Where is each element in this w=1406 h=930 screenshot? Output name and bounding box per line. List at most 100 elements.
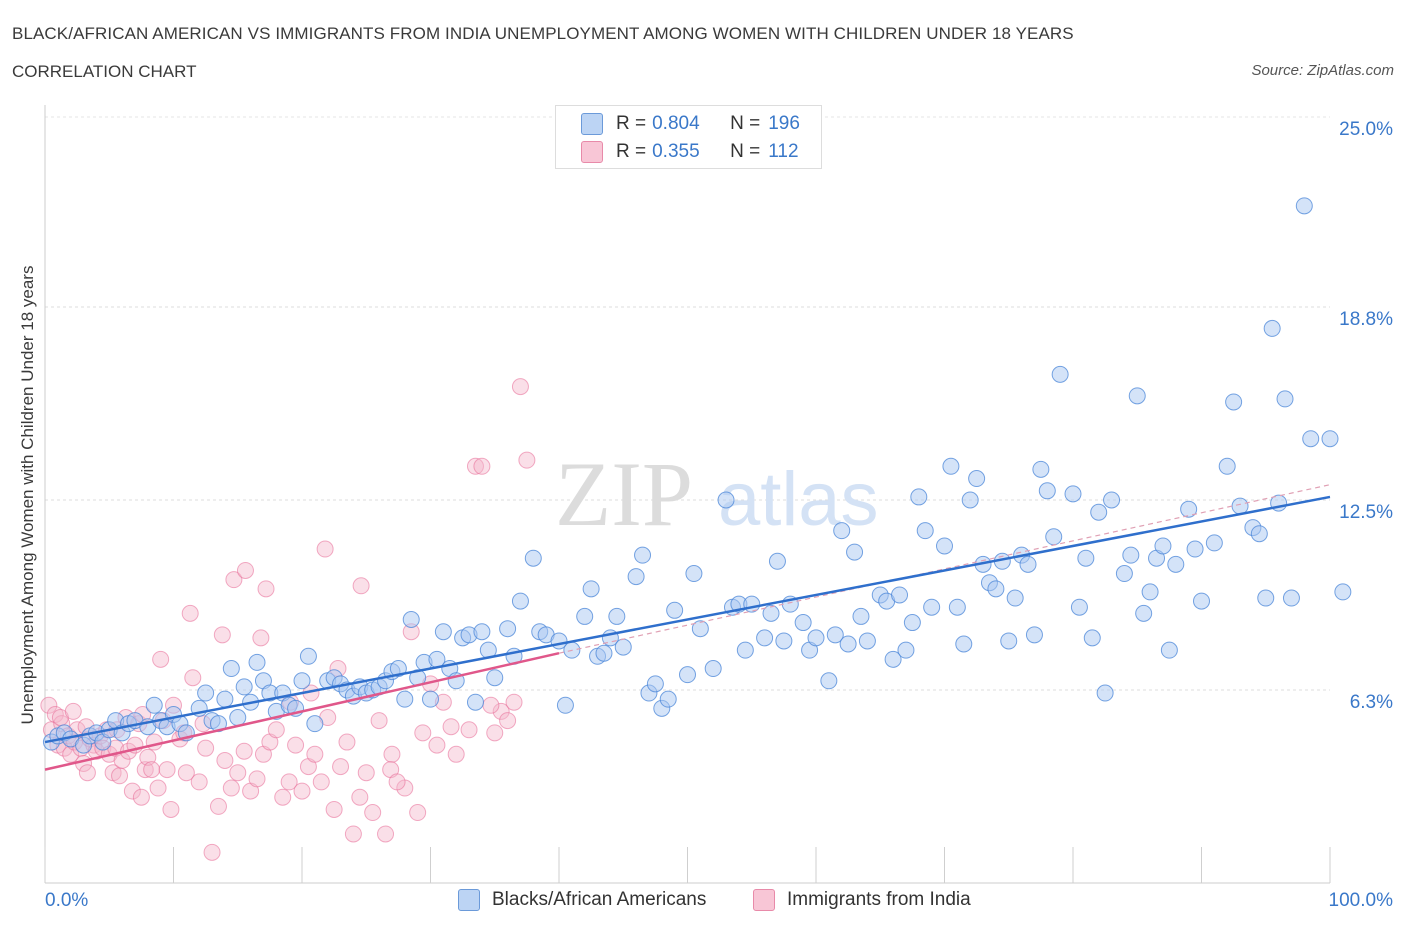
- blue-point: [717, 491, 735, 509]
- blue-point: [216, 690, 234, 708]
- pink-point: [213, 626, 231, 644]
- blue-point: [968, 470, 986, 488]
- blue-point: [1263, 319, 1281, 337]
- blue-point: [1006, 589, 1024, 607]
- blue-point: [1295, 197, 1313, 215]
- blue-point: [466, 693, 484, 711]
- blue-point: [826, 626, 844, 644]
- pink-point: [486, 724, 504, 742]
- blue-point: [1321, 430, 1339, 448]
- pink-point: [505, 693, 523, 711]
- blue-point: [1115, 565, 1133, 583]
- pink-point: [447, 745, 465, 763]
- blue-point: [1032, 460, 1050, 478]
- blue-point: [582, 580, 600, 598]
- pink-point: [409, 804, 427, 822]
- pink-point: [123, 782, 141, 800]
- blue-point: [987, 580, 1005, 598]
- blue-point: [756, 629, 774, 647]
- pink-point: [145, 733, 163, 751]
- blue-point: [235, 678, 253, 696]
- blue-point: [775, 632, 793, 650]
- y-axis-label: Unemployment Among Women with Children U…: [18, 265, 37, 725]
- pink-point: [332, 758, 350, 776]
- blue-point: [1302, 430, 1320, 448]
- blue-point: [691, 620, 709, 638]
- pink-point: [280, 773, 298, 791]
- blue-point: [839, 635, 857, 653]
- blue-point: [422, 690, 439, 708]
- pink-point: [414, 724, 432, 742]
- legend-r-value: 0.804: [652, 113, 700, 134]
- blue-point: [614, 638, 632, 656]
- chart-title: BLACK/AFRICAN AMERICAN VS IMMIGRANTS FRO…: [12, 24, 1074, 43]
- source-label: Source: ZipAtlas.com: [1251, 62, 1394, 79]
- blue-point: [293, 672, 311, 690]
- blue-point: [248, 653, 266, 671]
- pink-point: [511, 378, 529, 396]
- blue-point: [627, 568, 645, 586]
- blue-point: [1019, 555, 1037, 573]
- pink-point: [325, 800, 343, 818]
- blue-point: [1128, 387, 1146, 405]
- blue-point: [306, 715, 324, 733]
- pink-point: [352, 577, 370, 595]
- blue-point: [1160, 641, 1178, 659]
- blue-point: [556, 696, 574, 714]
- blue-point: [402, 610, 420, 628]
- pink-point: [40, 696, 58, 714]
- pink-point: [351, 788, 369, 806]
- pink-point: [190, 773, 208, 791]
- legend-label-india: Immigrants from India: [787, 889, 971, 910]
- blue-trend-line: [44, 495, 1331, 744]
- pink-point: [181, 604, 199, 622]
- blue-point: [1205, 534, 1223, 552]
- legend-r-value: 0.355: [652, 141, 700, 162]
- pink-point: [344, 825, 362, 843]
- blue-point: [1186, 540, 1204, 558]
- blue-point: [1064, 485, 1082, 503]
- pink-point: [235, 742, 253, 760]
- pink-point: [492, 702, 510, 720]
- pink-point: [267, 721, 285, 739]
- watermark-atlas: atlas: [718, 457, 879, 542]
- blue-point: [197, 684, 215, 702]
- blue-point: [524, 549, 542, 567]
- pink-point: [46, 705, 64, 723]
- pink-point: [518, 451, 536, 469]
- blue-point: [768, 552, 786, 570]
- blue-point: [486, 669, 504, 687]
- blue-point: [1070, 598, 1088, 616]
- pink-series-points: [40, 378, 536, 861]
- blue-point: [923, 598, 941, 616]
- pink-point: [78, 764, 96, 782]
- blue-point: [1276, 390, 1294, 408]
- blue-point: [1231, 497, 1249, 515]
- blue-point: [1167, 555, 1185, 573]
- y-tick-label: 6.3%: [1349, 691, 1393, 713]
- blue-point: [1025, 626, 1043, 644]
- blue-point: [1090, 503, 1108, 521]
- y-tick-label: 25.0%: [1339, 119, 1393, 140]
- blue-point: [659, 690, 677, 708]
- pink-point: [428, 736, 446, 754]
- legend-swatch-blue: [581, 113, 603, 135]
- blue-point: [1038, 482, 1056, 500]
- pink-point: [312, 773, 330, 791]
- legend-n-value: 196: [768, 113, 800, 134]
- legend-item-india: Immigrants from India: [753, 889, 971, 911]
- blue-point: [1103, 491, 1121, 509]
- blue-point: [704, 660, 722, 678]
- pink-point: [225, 571, 243, 589]
- pink-point: [203, 843, 221, 861]
- blue-point: [891, 586, 909, 604]
- blue-point: [434, 623, 452, 641]
- blue-point: [229, 709, 247, 727]
- pink-point: [177, 764, 195, 782]
- legend-r-label: R =: [616, 141, 647, 162]
- pink-point: [257, 580, 275, 598]
- blue-point: [646, 675, 664, 693]
- pink-point: [316, 540, 334, 558]
- pink-point: [274, 788, 292, 806]
